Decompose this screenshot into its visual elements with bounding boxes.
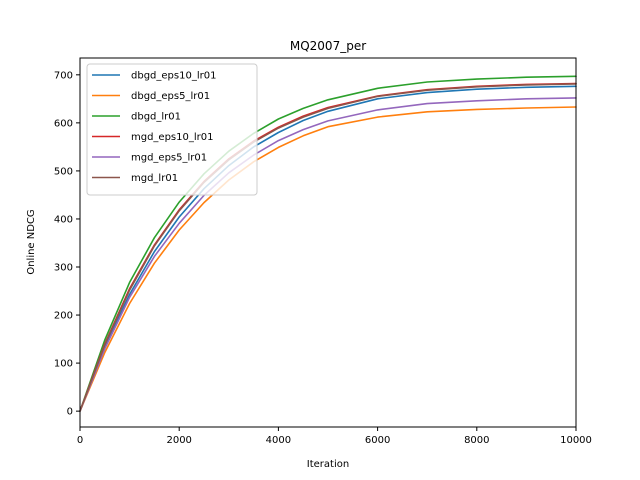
chart-title: MQ2007_per	[290, 39, 366, 53]
series-layer	[79, 75, 577, 412]
series-line-dbgd_eps10_lr01	[79, 85, 577, 412]
legend-label-mgd_lr01: mgd_lr01	[131, 173, 178, 184]
legend-label-dbgd_eps10_lr01: dbgd_eps10_lr01	[131, 71, 216, 82]
x-tick-label: 8000	[464, 435, 489, 446]
legend-box	[86, 63, 258, 196]
x-axis-label: Iteration	[307, 459, 349, 470]
y-tick-label: 600	[54, 118, 73, 129]
ticks-layer: 0 2000 4000 6000 8000 10000 0 100 200 300 400 500 60…	[54, 70, 592, 446]
series-line-mgd_lr01	[79, 83, 577, 412]
y-tick-label: 300	[54, 263, 73, 274]
x-tick-label: 10000	[560, 435, 592, 446]
legend-label-dbgd_eps5_lr01: dbgd_eps5_lr01	[131, 91, 210, 102]
legend-label-mgd_eps5_lr01: mgd_eps5_lr01	[131, 153, 207, 164]
plot-frame	[79, 57, 577, 428]
series-line-mgd_eps5_lr01	[79, 97, 577, 412]
legend-label-dbgd_lr01: dbgd_lr01	[131, 112, 181, 123]
x-tick-label: 2000	[166, 435, 191, 446]
y-tick-label: 200	[54, 311, 73, 322]
y-tick-label: 0	[67, 407, 73, 418]
x-tick-label: 4000	[266, 435, 291, 446]
y-tick-label: 500	[54, 166, 73, 177]
y-tick-label: 100	[54, 359, 73, 370]
series-line-dbgd_eps5_lr01	[79, 106, 577, 412]
x-tick-label: 6000	[365, 435, 390, 446]
legend: dbgd_eps10_lr01 dbgd_eps5_lr01 dbgd_lr01mg…	[86, 63, 258, 196]
series-line-dbgd_lr01	[79, 75, 577, 412]
y-axis-label: Online NDCG	[26, 209, 37, 274]
legend-label-mgd_eps10_lr01: mgd_eps10_lr01	[131, 132, 214, 143]
y-tick-label: 400	[54, 214, 73, 225]
y-tick-label: 700	[54, 70, 73, 81]
x-tick-label: 0	[77, 435, 83, 446]
